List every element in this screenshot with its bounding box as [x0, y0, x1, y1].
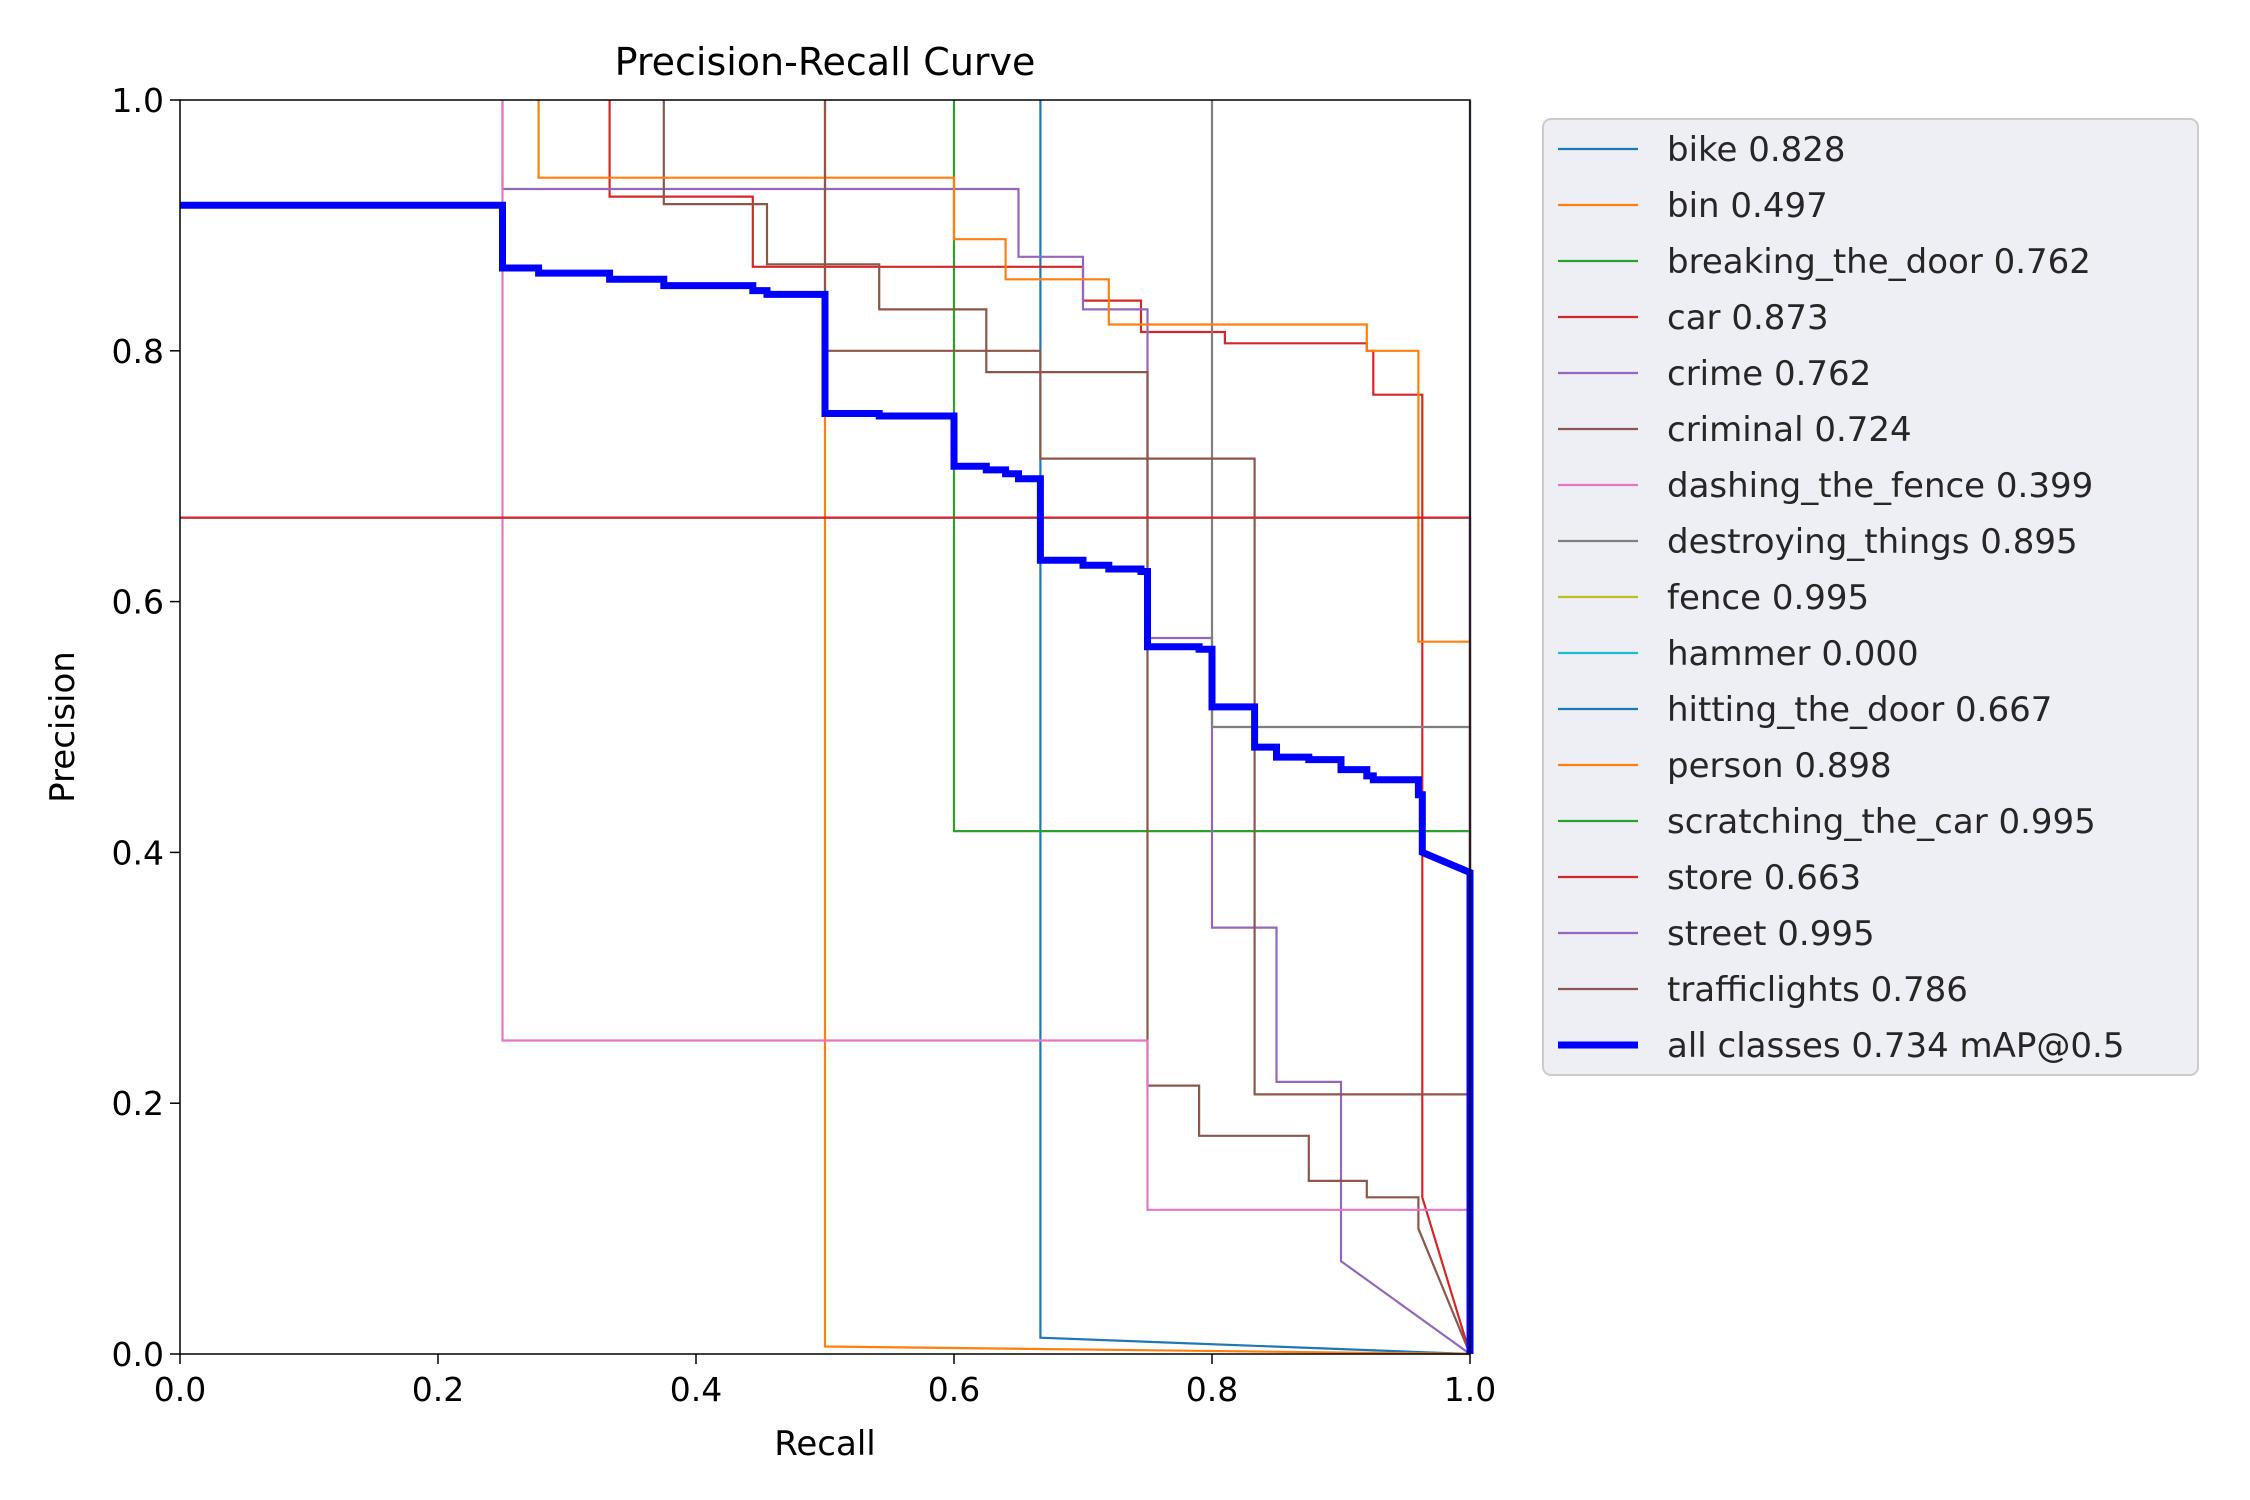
legend-label: store 0.663: [1667, 858, 1861, 898]
y-tick-label: 0.6: [112, 583, 164, 622]
x-tick-label: 0.0: [154, 1370, 206, 1409]
axes-frame: [179, 99, 1471, 1355]
legend-items: bike 0.828 bin 0.497 breaking_the_door 0.7…: [1558, 130, 2124, 1066]
plot-area: 0.0 0.2 0.4 0.6 0.8 1.0 0.0 0.2 0.4 0.6 0.8 1.0: [112, 81, 1497, 1409]
y-axis-label: Precision: [43, 651, 83, 803]
legend-label: criminal 0.724: [1667, 410, 1912, 450]
series-line-all: [180, 201, 1474, 1354]
legend-label: bike 0.828: [1667, 130, 1846, 170]
chart-title: Precision-Recall Curve: [615, 40, 1036, 84]
legend-label: fence 0.995: [1667, 578, 1869, 618]
legend-label: crime 0.762: [1667, 354, 1871, 394]
legend-label: all classes 0.734 mAP@0.5: [1667, 1026, 2124, 1066]
legend-box: [1542, 118, 2199, 1076]
x-tick-label: 0.6: [928, 1370, 980, 1409]
y-tick-label: 0.2: [112, 1084, 164, 1123]
x-tick-label: 0.2: [412, 1370, 464, 1409]
legend-label: person 0.898: [1667, 746, 1892, 786]
y-tick-label: 1.0: [112, 81, 164, 120]
y-tick-label: 0.4: [112, 833, 164, 872]
x-axis: 0.0 0.2 0.4 0.6 0.8 1.0: [154, 1354, 1496, 1409]
legend-label: breaking_the_door 0.762: [1667, 242, 2091, 282]
legend-label: hitting_the_door 0.667: [1667, 690, 2052, 730]
legend-label: street 0.995: [1667, 914, 1875, 954]
x-tick-label: 0.8: [1186, 1370, 1238, 1409]
series-line-car: [608, 100, 1472, 1355]
y-axis: 0.0 0.2 0.4 0.6 0.8 1.0: [112, 81, 180, 1374]
legend-label: bin 0.497: [1667, 186, 1828, 226]
x-axis-label: Recall: [774, 1424, 875, 1464]
legend-label: hammer 0.000: [1667, 634, 1919, 674]
legend-label: dashing_the_fence 0.399: [1667, 466, 2093, 506]
series-line-person: [537, 100, 1472, 1354]
y-tick-label: 0.0: [112, 1335, 164, 1374]
x-tick-label: 0.4: [670, 1370, 722, 1409]
x-tick-label: 1.0: [1444, 1370, 1496, 1409]
y-tick-label: 0.8: [112, 332, 164, 371]
legend-label: car 0.873: [1667, 298, 1829, 338]
series-line-bin: [823, 100, 1471, 1356]
legend-label: trafficlights 0.786: [1667, 970, 1968, 1010]
series-line-trafficlights: [823, 100, 1472, 1354]
legend: bike 0.828 bin 0.497 breaking_the_door 0.7…: [1542, 118, 2199, 1076]
legend-label: destroying_things 0.895: [1667, 522, 2078, 562]
legend-label: scratching_the_car 0.995: [1667, 802, 2096, 842]
